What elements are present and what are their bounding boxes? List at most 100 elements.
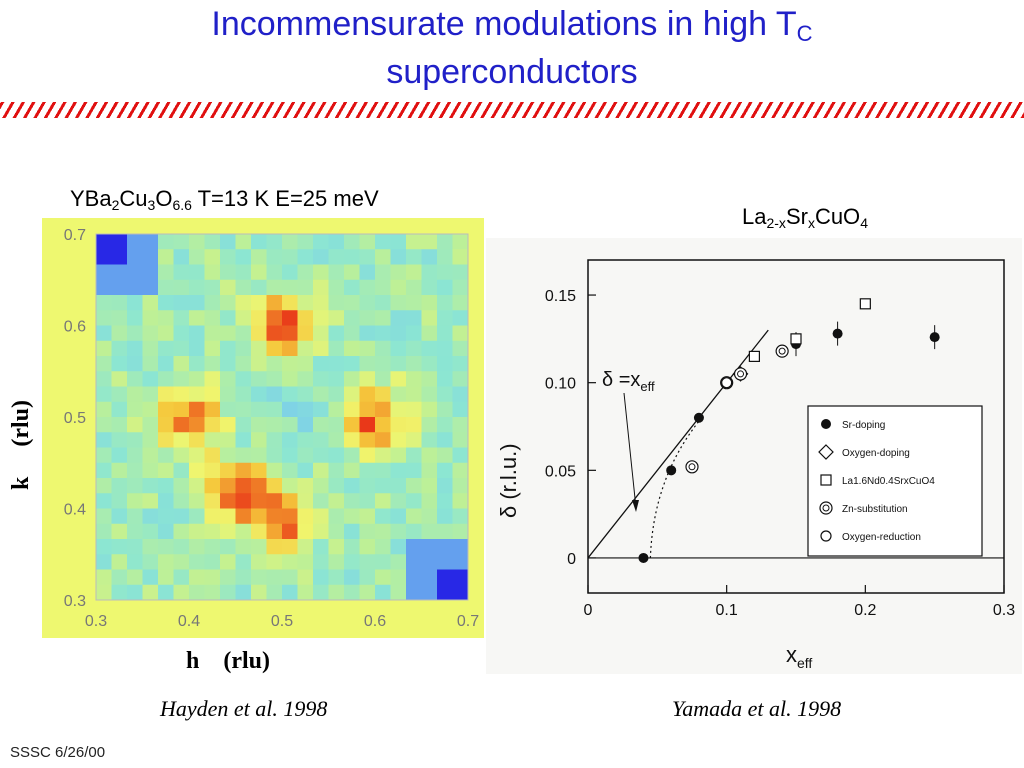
heatmap-cell xyxy=(111,325,128,342)
heatmap-cell xyxy=(204,401,221,418)
heatmap-cell xyxy=(142,264,159,281)
heatmap-cell xyxy=(313,462,329,479)
heatmap-cell xyxy=(266,417,283,433)
heatmap-cell xyxy=(390,584,407,601)
heatmap-cell xyxy=(251,264,267,281)
heatmap-cell xyxy=(173,310,190,326)
heatmap-x-tick: 0.6 xyxy=(364,613,386,630)
heatmap-cell xyxy=(111,584,128,601)
heatmap-cell xyxy=(96,279,112,296)
heatmap-cell xyxy=(111,508,128,525)
heatmap-cell xyxy=(235,325,252,342)
heatmap-cell xyxy=(297,447,314,464)
heatmap-cell xyxy=(437,493,453,509)
heatmap-cell xyxy=(111,432,128,448)
heatmap-cell xyxy=(421,539,438,555)
heatmap-cell xyxy=(375,478,391,494)
heatmap-cell xyxy=(96,264,112,281)
left-caption: Hayden et al. 1998 xyxy=(160,696,328,721)
heatmap-cell xyxy=(313,584,329,601)
heatmap-cell xyxy=(96,234,112,250)
heatmap-cell xyxy=(220,264,236,281)
heatmap-cell xyxy=(96,417,112,433)
heatmap-cell xyxy=(266,249,283,265)
heatmap-cell xyxy=(421,249,438,265)
heatmap-cell xyxy=(173,249,190,265)
heatmap-cell xyxy=(142,539,159,555)
heatmap-cell xyxy=(328,554,345,570)
heatmap-cell xyxy=(437,295,453,311)
x-tick-label: 0 xyxy=(584,602,593,619)
heatmap-cell xyxy=(313,447,329,464)
heatmap-cell xyxy=(297,386,314,403)
heatmap-cell xyxy=(390,508,407,525)
heatmap-cell xyxy=(158,325,174,342)
heatmap-cell xyxy=(158,279,174,296)
heatmap-cell xyxy=(127,401,143,418)
heatmap-cell xyxy=(406,569,422,586)
heatmap-cell xyxy=(344,279,360,296)
heatmap-cell xyxy=(173,417,190,433)
heatmap-cell xyxy=(328,493,345,509)
heatmap-cell xyxy=(158,417,174,433)
heatmap-cell xyxy=(328,249,345,265)
plot-frame xyxy=(587,259,1005,594)
heatmap-cell xyxy=(189,386,205,403)
ylabel-k: k xyxy=(8,476,34,490)
heatmap-cell xyxy=(344,539,360,555)
heatmap-cell xyxy=(111,401,128,418)
heatmap-cell xyxy=(251,417,267,433)
heatmap-cell xyxy=(204,340,221,357)
heatmap-cell xyxy=(189,371,205,387)
heatmap-cell xyxy=(189,478,205,494)
heatmap-cell xyxy=(313,478,329,494)
heatmap-cell xyxy=(204,569,221,586)
heatmap-cell xyxy=(406,371,422,387)
heatmap-cell xyxy=(437,234,453,250)
heatmap-cell xyxy=(96,523,112,540)
label-part: O xyxy=(155,186,173,211)
heatmap-cell xyxy=(390,234,407,250)
heatmap-cell xyxy=(328,523,345,540)
heatmap-cell xyxy=(204,539,221,555)
heatmap-cell xyxy=(375,417,391,433)
dx-annotation: δ =xeff xyxy=(602,369,655,394)
heatmap-cell xyxy=(189,325,205,342)
heatmap-cell xyxy=(173,295,190,311)
heatmap-cell xyxy=(142,401,159,418)
heatmap-cell xyxy=(282,386,298,403)
heatmap-cell xyxy=(313,356,329,372)
heatmap-cell xyxy=(328,310,345,326)
heatmap-cell xyxy=(375,234,391,250)
heatmap-cell xyxy=(111,371,128,387)
zn-substitution-point xyxy=(733,367,748,381)
heatmap-cell xyxy=(297,432,314,448)
heatmap-cell xyxy=(251,340,267,357)
heatmap-cell xyxy=(328,584,345,601)
heatmap-cell xyxy=(313,295,329,311)
heatmap-cell xyxy=(251,386,267,403)
heatmap-cell xyxy=(127,295,143,311)
heatmap-cell xyxy=(328,432,345,448)
heatmap-cell xyxy=(313,508,329,525)
heatmap-cell xyxy=(235,249,252,265)
heatmap-cell xyxy=(251,234,267,250)
heatmap-cell xyxy=(158,523,174,540)
heatmap-cell xyxy=(297,249,314,265)
y-tick-label: 0.10 xyxy=(545,376,576,393)
heatmap-cell xyxy=(96,371,112,387)
heatmap-cell xyxy=(452,569,469,586)
heatmap-cell xyxy=(204,371,221,387)
legend-label: Oxygen-doping xyxy=(842,448,910,459)
heatmap-cell xyxy=(328,447,345,464)
heatmap-cell xyxy=(328,478,345,494)
label-part: CuO xyxy=(814,204,861,229)
heatmap-cell xyxy=(406,386,422,403)
heatmap-cell xyxy=(220,539,236,555)
heatmap-cell xyxy=(452,295,469,311)
heatmap-cell xyxy=(158,340,174,357)
heatmap-cell xyxy=(173,325,190,342)
heatmap-cell xyxy=(220,554,236,570)
heatmap-cell xyxy=(421,554,438,570)
heatmap-cell xyxy=(204,417,221,433)
